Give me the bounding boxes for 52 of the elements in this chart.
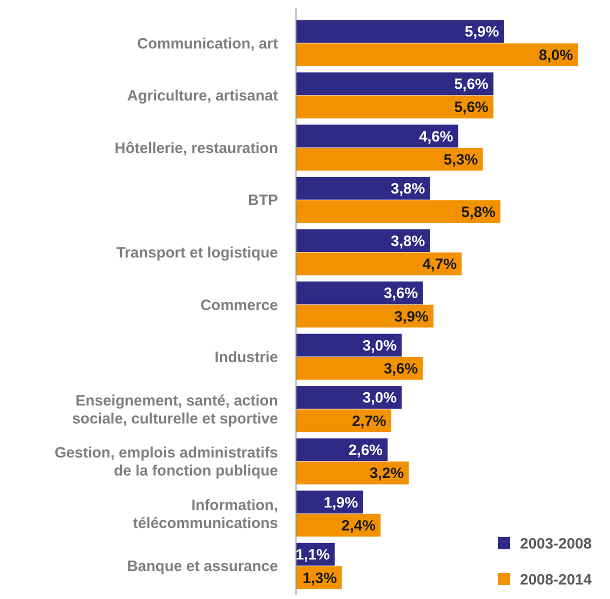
data-label: 3,2% [370,465,404,482]
bar [296,43,578,66]
y-tick-label: Gestion, emplois administratifs de la fonction publique [54,444,278,480]
data-label: 1,3% [302,570,337,587]
data-label: 3,6% [384,285,418,302]
bar [296,176,430,200]
bar [296,20,504,43]
data-label: 2,4% [341,517,376,534]
data-label: 4,7% [422,256,457,274]
data-label: 5,6% [454,76,488,94]
y-tick-label: Agriculture, artisanat [127,88,278,105]
bar [296,229,430,252]
data-label: 5,6% [454,99,488,116]
data-label: 3,8% [390,180,425,198]
bar [296,462,409,484]
data-label: 2,7% [352,412,386,430]
bar [296,200,500,223]
data-label: 3,0% [362,390,397,407]
data-label: 3,8% [390,232,425,250]
bar [296,148,483,171]
data-label: 2,6% [348,442,383,459]
legend-label: 2008-2014 [520,571,592,588]
y-tick-label: Enseignement, santé, action sociale, culturelle et sportive [72,392,278,428]
bar [296,334,402,357]
y-tick-label: Hôtellerie, restauration [114,140,278,157]
y-tick-label: BTP [248,192,278,210]
bar [296,72,494,96]
bar [296,281,423,304]
bar [296,409,392,432]
bar [296,124,458,148]
bar [296,386,402,409]
y-tick-label: Commerce [200,296,278,314]
y-tick-label: Industrie [214,349,278,366]
bar [296,252,462,276]
legend-label: 2003-2008 [520,535,592,552]
data-label: 8,0% [538,46,573,64]
y-tick-label: Information, télécommunications [132,496,278,532]
bar [296,357,423,380]
data-label: 4,6% [418,128,454,146]
bar [296,96,494,118]
data-label: 5,8% [461,204,496,221]
y-tick-label: Communication, art [137,35,278,52]
y-tick-label: Transport et logistique [116,244,278,262]
data-label: 5,3% [444,152,478,169]
data-label: 1,1% [296,546,330,564]
data-label: 1,9% [324,494,358,512]
data-label: 3,9% [394,308,428,326]
y-tick-label: Banque et assurance [127,558,278,576]
bar [296,304,434,328]
data-label: 5,9% [464,24,499,41]
data-label: 3,0% [362,337,397,354]
data-label: 3,6% [384,360,418,378]
